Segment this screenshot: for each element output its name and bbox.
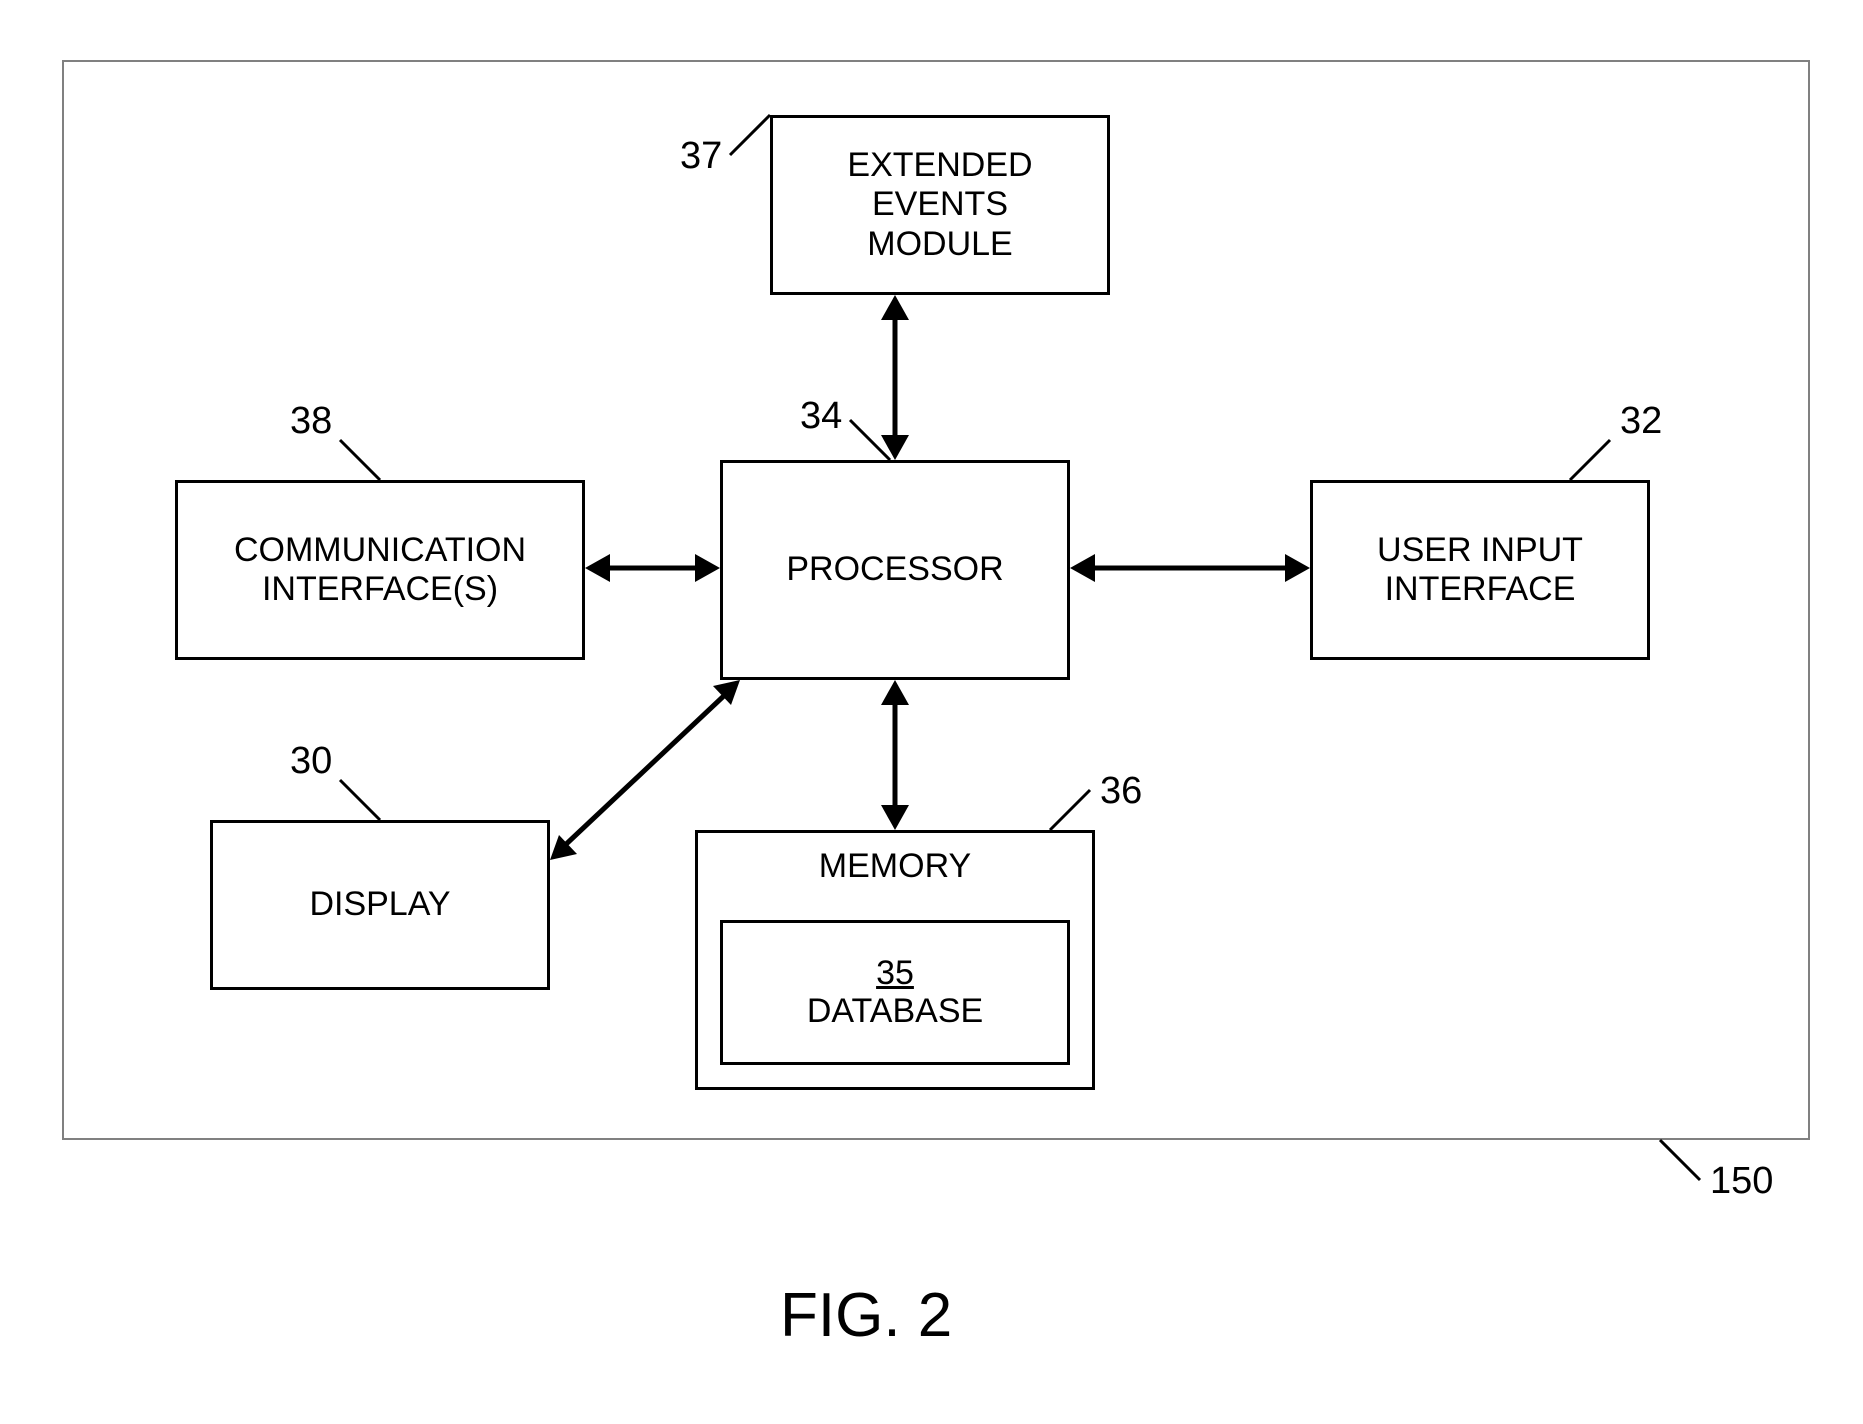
ref-34: 34 [800,395,842,438]
extended-events-line3: MODULE [867,225,1012,264]
figure-caption: FIG. 2 [780,1280,952,1351]
database-block: 35 DATABASE [720,920,1070,1065]
comm-interface-line1: COMMUNICATION [234,531,526,570]
ref-38: 38 [290,400,332,443]
database-label: DATABASE [807,993,983,1030]
database-ref: 35 [876,955,914,992]
display-block: DISPLAY [210,820,550,990]
processor-block: PROCESSOR [720,460,1070,680]
user-input-line1: USER INPUT [1377,531,1583,570]
ref-30: 30 [290,740,332,783]
display-label: DISPLAY [309,885,450,924]
processor-label: PROCESSOR [786,550,1003,589]
comm-interface-line2: INTERFACE(S) [262,570,498,609]
extended-events-line1: EXTENDED [847,146,1032,185]
ref-36: 36 [1100,770,1142,813]
extended-events-line2: EVENTS [872,185,1008,224]
ref-32: 32 [1620,400,1662,443]
extended-events-block: EXTENDED EVENTS MODULE [770,115,1110,295]
user-input-line2: INTERFACE [1385,570,1576,609]
user-input-block: USER INPUT INTERFACE [1310,480,1650,660]
memory-label: MEMORY [819,847,971,886]
ref-150: 150 [1710,1160,1773,1203]
ref-37: 37 [680,135,722,178]
comm-interface-block: COMMUNICATION INTERFACE(S) [175,480,585,660]
